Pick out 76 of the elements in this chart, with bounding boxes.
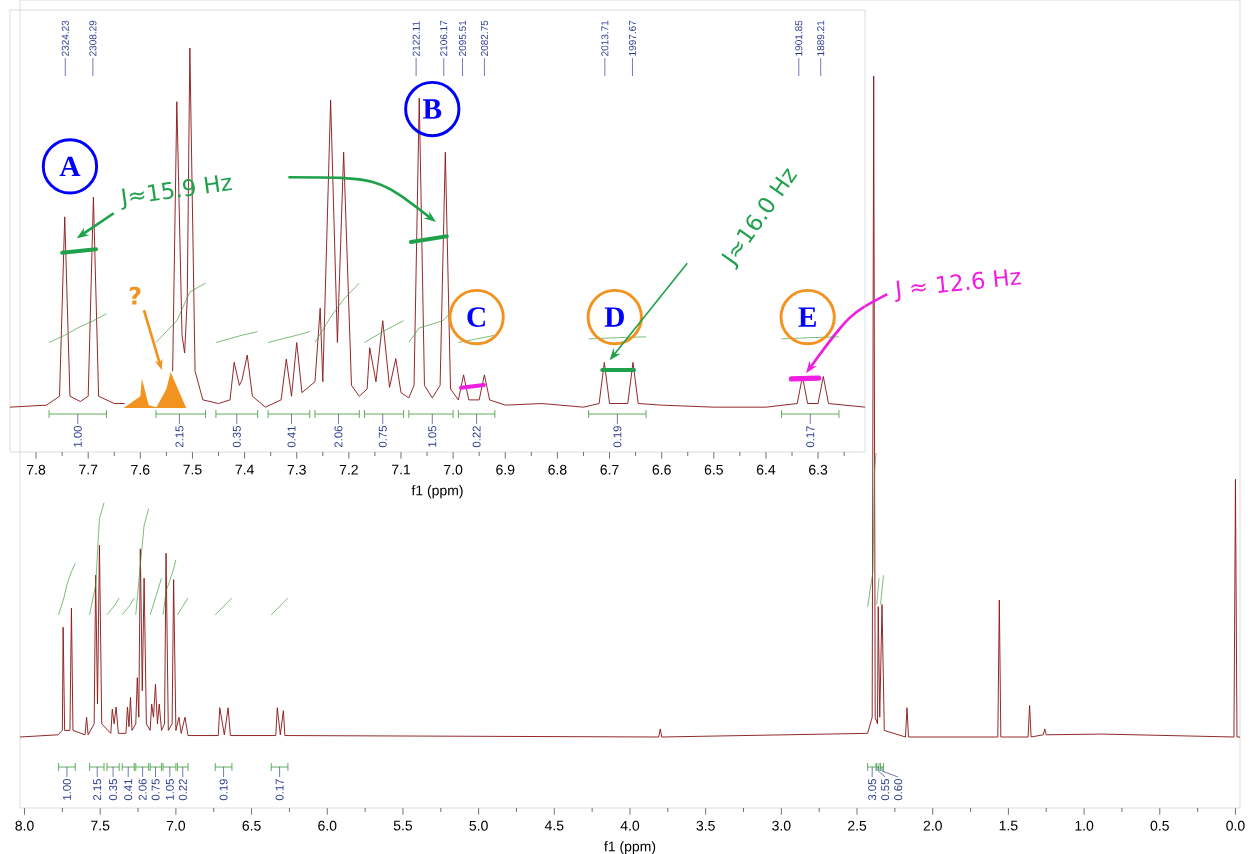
annotation: 3.05	[868, 779, 877, 801]
x-tick-label: 7.0	[444, 464, 463, 475]
x-tick-label: 2.0	[923, 820, 942, 831]
annotation: 2.15	[93, 779, 102, 801]
x-tick-label: 6.5	[704, 464, 723, 475]
annotation: 0.75	[151, 779, 160, 801]
annotation: 0.22	[178, 779, 187, 801]
x-tick-label: 7.5	[183, 464, 202, 475]
annotation: A	[59, 156, 81, 177]
annotation: 2308.29	[89, 20, 97, 56]
x-tick-label: 7.4	[235, 464, 254, 475]
annotation: 1901.85	[795, 20, 803, 56]
annotation: 2013.71	[601, 20, 609, 56]
x-tick-label: 7.0	[166, 820, 186, 831]
annotation: J ≈ 12.6 Hz	[895, 269, 1022, 302]
x-tick-label: 5.0	[469, 820, 488, 831]
annotation: 2082.75	[480, 20, 488, 56]
annotation: 0.41	[287, 426, 296, 448]
annotation: E	[798, 307, 816, 327]
x-tick-label: 7.3	[287, 464, 306, 475]
annotation: 0.41	[124, 779, 133, 801]
annotation: 0.60	[894, 779, 903, 801]
x-tick-label: 7.8	[27, 464, 46, 475]
x-tick-label: 6.9	[496, 464, 515, 475]
x-tick-label: 7.7	[79, 464, 98, 475]
x-tick-label: 4.5	[544, 820, 564, 831]
annotation: B	[422, 99, 442, 119]
x-tick-label: 6.7	[600, 464, 619, 475]
x-tick-label: 6.4	[756, 464, 776, 475]
x-tick-label: 7.2	[339, 464, 358, 475]
x-tick-label: 3.0	[772, 820, 791, 831]
x-tick-label: 8.0	[15, 820, 34, 831]
x-tick-label: 5.5	[393, 820, 413, 831]
annotation: 0.19	[613, 426, 622, 448]
x-tick-label: 1.0	[1075, 820, 1094, 831]
annotation: 0.22	[472, 426, 481, 448]
annotation: 1997.67	[628, 20, 637, 56]
x-tick-label: 7.1	[391, 464, 411, 475]
annotation: 0.19	[219, 779, 228, 801]
annotation: 0.17	[275, 779, 284, 801]
annotation: 0.75	[378, 426, 387, 448]
annotation: 2106.17	[440, 20, 448, 56]
annotation: 0.17	[806, 426, 815, 448]
x-tick-label: 0.0	[1226, 820, 1245, 831]
x-tick-label: 6.0	[318, 820, 337, 831]
annotation: C	[467, 307, 485, 327]
x-tick-label: 1.5	[999, 820, 1018, 831]
x-tick-label: 6.6	[652, 464, 671, 475]
annotation: 1.00	[73, 426, 82, 447]
x-tick-label: 6.3	[809, 464, 828, 475]
annotation: D	[604, 307, 624, 327]
x-tick-label: 7.6	[131, 464, 150, 475]
annotation: 1.00	[62, 779, 71, 800]
annotation: 1.05	[428, 426, 437, 447]
annotation: 2.06	[138, 779, 147, 801]
annotation: ?	[129, 286, 141, 305]
annotation: 2324.23	[61, 20, 69, 56]
x-axis-title: f1 (ppm)	[604, 841, 656, 854]
x-tick-label: 0.5	[1150, 820, 1169, 831]
annotation: 2.06	[334, 426, 343, 448]
annotation: 0.35	[232, 426, 241, 448]
annotation: 2.15	[175, 426, 184, 448]
x-tick-label: 7.5	[91, 820, 110, 831]
annotation: 1.05	[165, 779, 174, 800]
x-tick-label: 6.8	[548, 464, 567, 475]
annotation: 2122.11	[412, 21, 420, 56]
annotation: 0.55	[881, 779, 890, 801]
x-tick-label: 6.5	[242, 820, 261, 831]
x-tick-label: 2.5	[848, 820, 867, 831]
annotation: 1889.21	[817, 20, 825, 56]
x-axis-title: f1 (ppm)	[411, 485, 463, 499]
x-tick-label: 4.0	[620, 820, 640, 831]
annotation: J≈15.9 Hz	[121, 175, 233, 210]
annotation: 0.35	[109, 779, 118, 801]
x-tick-label: 3.5	[696, 820, 715, 831]
annotation: 2095.51	[458, 20, 467, 56]
